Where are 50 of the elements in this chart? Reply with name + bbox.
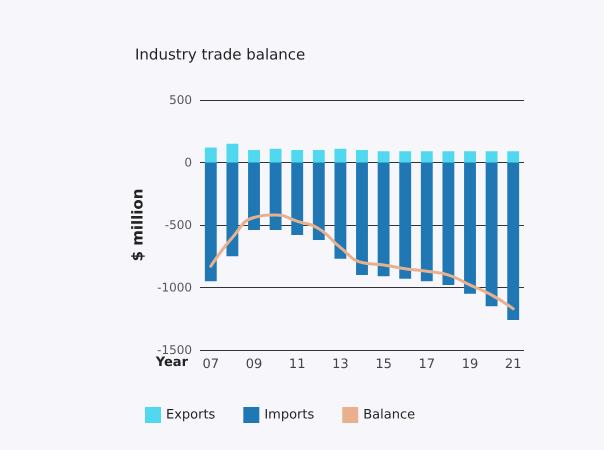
line-series (209, 214, 515, 310)
bar (507, 151, 520, 162)
x-tick-label: 15 (375, 357, 392, 372)
bar (356, 150, 368, 162)
bar (378, 151, 390, 162)
bar (420, 151, 433, 162)
x-tick-label: 19 (462, 357, 478, 372)
x-tick-label: 17 (418, 357, 436, 372)
y-axis-title: $ million (128, 188, 146, 262)
bar (312, 150, 325, 162)
bar (442, 162, 454, 285)
bar (420, 162, 433, 282)
bar (378, 162, 390, 276)
bar (442, 151, 454, 162)
bar (486, 162, 498, 306)
bar (204, 148, 217, 162)
bar (399, 151, 412, 162)
bar (464, 162, 476, 294)
x-tick-label: 11 (288, 357, 306, 372)
y-tick-label: -1500 (157, 343, 192, 357)
y-tick-label: -1000 (157, 280, 192, 294)
bar (334, 148, 346, 162)
bar (464, 151, 476, 162)
x-tick-label: 07 (202, 357, 220, 372)
legend-label: Exports (166, 408, 216, 422)
bar (312, 162, 325, 240)
x-tick-label: 09 (246, 357, 262, 372)
bar (356, 162, 368, 275)
bar (291, 162, 304, 235)
y-tick-label: 0 (184, 156, 192, 170)
bar (248, 150, 260, 162)
chart-title: Industry trade balance (135, 46, 306, 64)
bar (486, 151, 498, 162)
bar (248, 162, 260, 230)
x-axis-title: Year (154, 355, 189, 370)
legend-label: Balance (363, 408, 416, 422)
bar (226, 144, 238, 162)
bar (204, 162, 217, 282)
bar (270, 162, 282, 230)
bar (226, 162, 238, 256)
x-tick-label: 21 (504, 357, 522, 372)
y-tick-label: -500 (164, 218, 192, 232)
bar (270, 148, 282, 162)
bar (291, 150, 304, 162)
x-tick-label: 13 (332, 357, 349, 372)
bar (334, 162, 346, 259)
bar (399, 162, 412, 279)
legend-label: Imports (264, 408, 314, 422)
bar (507, 162, 520, 320)
y-tick-label: 500 (169, 93, 192, 107)
